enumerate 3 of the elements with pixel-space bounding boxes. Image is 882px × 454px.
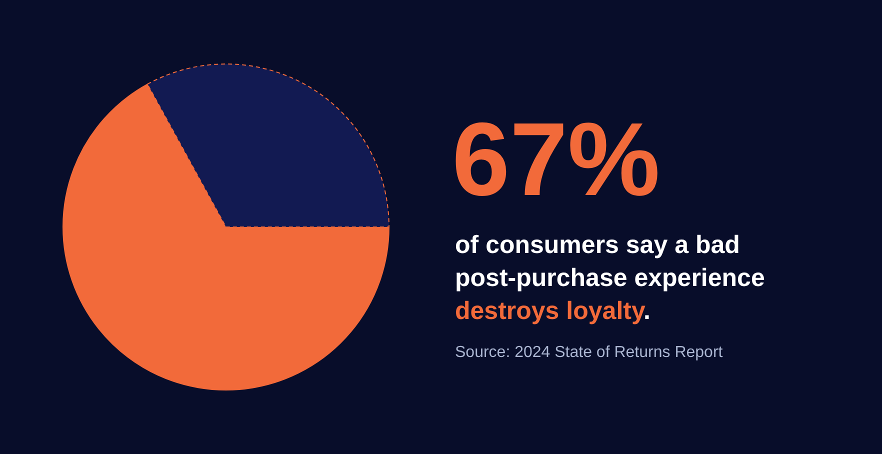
chart-title: 67% [452,102,660,218]
text: of consumers say a bad post-purchase experience destroys loyalty. [455,231,765,325]
source-note: Source: 2024 State of Returns Report [455,344,724,361]
